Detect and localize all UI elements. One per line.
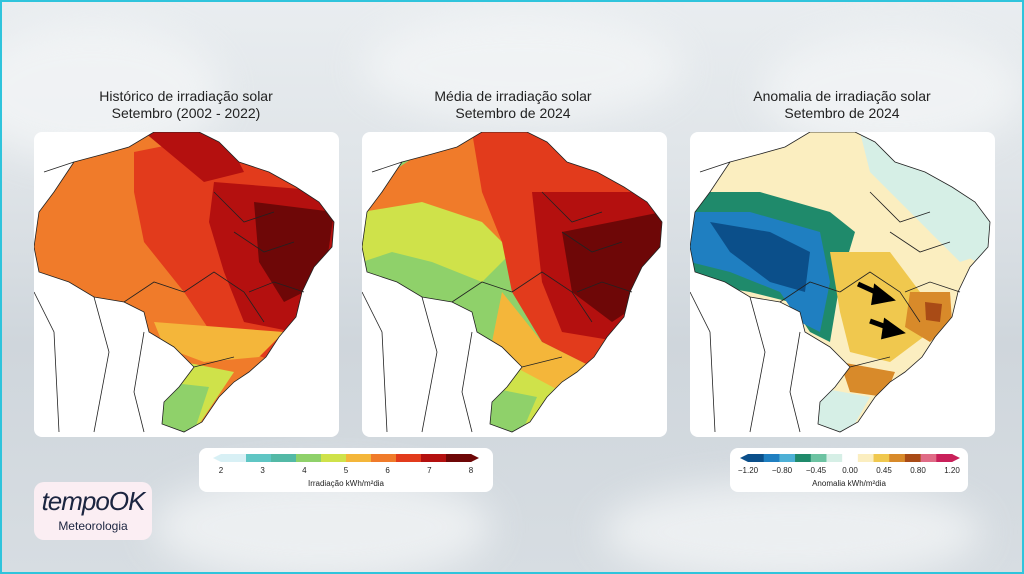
colorbar-segment (810, 454, 827, 462)
colorbar-segment (396, 454, 422, 462)
panel-title-mean: Média de irradiação solar Setembro de 20… (353, 88, 673, 122)
colorbar-tick-label: 6 (385, 466, 390, 475)
colorbar-segment (763, 454, 780, 462)
legend-irradiance: 2 3 4 5 6 7 8 Irradiação kWh/m²dia (199, 448, 493, 492)
colorbar-segment (779, 454, 796, 462)
title-line: Setembro de 2024 (455, 105, 571, 121)
colorbar-tick-label: −0.80 (771, 466, 793, 475)
colorbar-tick-label: −1.20 (737, 466, 759, 475)
colorbar-segment (857, 454, 875, 462)
colorbar-segment (221, 454, 247, 462)
legend-label: Irradiação kWh/m²dia (307, 479, 385, 488)
colorbar-segment (795, 454, 812, 462)
colorbar-segment (296, 454, 322, 462)
colorbar-segment (346, 454, 372, 462)
colorbar-segment (321, 454, 347, 462)
colorbar-segment (246, 454, 272, 462)
colorbar-segment (873, 454, 890, 462)
colorbar-tick-label: 0.00 (842, 466, 858, 475)
tempook-logo: tempoOK Meteorologia (34, 482, 152, 540)
title-line: Anomalia de irradiação solar (753, 88, 931, 104)
colorbar-segment (842, 454, 859, 462)
colorbar-extend-low (740, 454, 748, 462)
logo-wordmark: tempoOK (41, 486, 146, 516)
colorbar-segment (371, 454, 397, 462)
legend-label: Anomalia kWh/m²dia (812, 479, 886, 488)
colorbar-extend-high (952, 454, 960, 462)
cloud-decoration (602, 482, 982, 572)
colorbar-segment (904, 454, 922, 462)
legend-anomaly: −1.20 −0.80 −0.45 0.00 0.45 0.80 1.20 Anomalia… (730, 448, 968, 492)
colorbar-segment (826, 454, 843, 462)
colorbar-extend-high (471, 454, 479, 462)
logo-subtitle: Meteorologia (58, 519, 128, 533)
title-line: Setembro (2002 - 2022) (111, 105, 261, 121)
colorbar-segment (446, 454, 472, 462)
colorbar-segment (889, 454, 906, 462)
colorbar-tick-label: 5 (343, 466, 349, 475)
map-anomaly-2024 (690, 132, 995, 437)
colorbar-extend-low (213, 454, 221, 462)
colorbar-anomaly (740, 454, 960, 462)
colorbar-segment (271, 454, 297, 462)
panel-title-anomaly: Anomalia de irradiação solar Setembro de… (682, 88, 1002, 122)
colorbar-irradiance (213, 454, 479, 462)
map-mean-2024 (362, 132, 667, 437)
colorbar-tick-label: 1.20 (944, 466, 960, 475)
colorbar-segment (748, 454, 765, 462)
colorbar-tick-label: −0.45 (805, 466, 827, 475)
title-line: Histórico de irradiação solar (99, 88, 273, 104)
colorbar-tick-label: 0.80 (910, 466, 926, 475)
colorbar-segment (421, 454, 447, 462)
colorbar-tick-label: 2 (218, 466, 224, 475)
title-line: Setembro de 2024 (784, 105, 900, 121)
colorbar-tick-label: 8 (468, 466, 474, 475)
colorbar-tick-label: 3 (260, 466, 265, 475)
panel-title-historical: Histórico de irradiação solar Setembro (… (26, 88, 346, 122)
colorbar-segment (920, 454, 937, 462)
map-historical (34, 132, 339, 437)
colorbar-segment (936, 454, 953, 462)
arrow-icon (856, 281, 896, 306)
colorbar-tick-label: 0.45 (876, 466, 892, 475)
cloud-decoration (362, 12, 682, 122)
title-line: Média de irradiação solar (434, 88, 592, 104)
arrow-icon (869, 317, 906, 340)
colorbar-tick-label: 7 (427, 466, 432, 475)
colorbar-tick-label: 4 (302, 466, 307, 475)
